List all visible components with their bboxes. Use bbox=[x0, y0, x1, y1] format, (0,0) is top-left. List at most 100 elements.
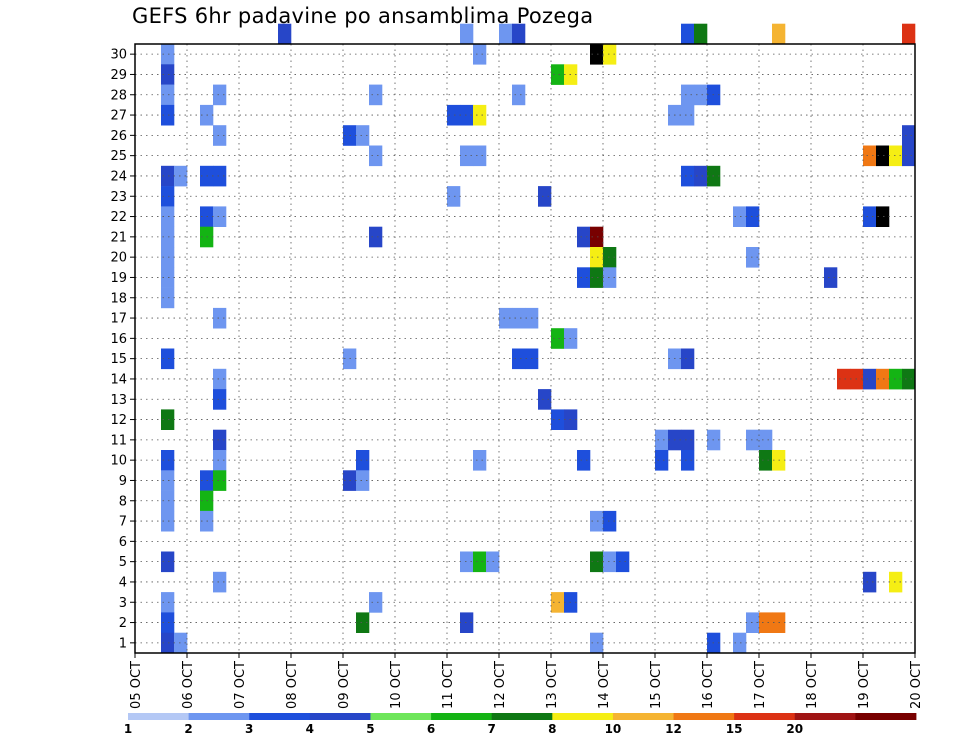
heatmap-cell-13 bbox=[551, 64, 565, 85]
heatmap-cell-71 bbox=[161, 287, 175, 309]
heatmap-cell-52 bbox=[213, 206, 227, 227]
heatmap-cell-9 bbox=[473, 44, 487, 65]
heatmap-cell-78 bbox=[161, 348, 175, 370]
heatmap-cell-72 bbox=[213, 307, 227, 329]
heatmap-cell-99 bbox=[681, 429, 695, 451]
legend-swatch-10 bbox=[734, 713, 796, 720]
heatmap-cell-109 bbox=[681, 450, 695, 471]
heatmap-cell-117 bbox=[161, 490, 175, 512]
x-tick-label-5: 10 OCT bbox=[389, 661, 404, 709]
heatmap-cell-104 bbox=[213, 450, 227, 471]
heatmap-cell-105 bbox=[356, 450, 370, 471]
heatmap-cell-20 bbox=[694, 84, 708, 106]
heatmap-cell-49 bbox=[538, 186, 552, 207]
heatmap-cell-83 bbox=[681, 348, 695, 370]
legend-label-7: 7 bbox=[488, 722, 496, 736]
y-tick-label-6: 6 bbox=[119, 535, 127, 550]
heatmap-cell-2 bbox=[499, 23, 513, 45]
heatmap-cell-33 bbox=[369, 145, 383, 167]
legend-label-12: 12 bbox=[665, 722, 682, 736]
legend-label-2: 2 bbox=[184, 722, 192, 736]
heatmap-cell-116 bbox=[356, 470, 370, 491]
heatmap-cell-18 bbox=[512, 84, 526, 106]
heatmap-cell-38 bbox=[889, 145, 903, 167]
heatmap-cell-131 bbox=[863, 571, 877, 593]
x-tick-label-0: 05 OCT bbox=[129, 661, 144, 709]
heatmap-cell-90 bbox=[213, 368, 227, 390]
heatmap-cell-93 bbox=[161, 409, 175, 430]
heatmap-cell-125 bbox=[473, 551, 487, 573]
x-tick-label-9: 14 OCT bbox=[597, 661, 612, 709]
legend-swatch-5 bbox=[431, 713, 493, 720]
y-axis-ticks: 1234567891011121314151617181920212223242… bbox=[110, 48, 135, 651]
heatmap-cell-112 bbox=[161, 470, 175, 491]
heatmap-cell-54 bbox=[746, 206, 760, 227]
y-tick-label-27: 27 bbox=[110, 109, 127, 124]
heatmap-cell-137 bbox=[161, 612, 175, 633]
legend-label-1: 1 bbox=[124, 722, 132, 736]
heatmap-cell-26 bbox=[473, 104, 487, 126]
y-tick-label-19: 19 bbox=[110, 271, 127, 286]
heatmap-cell-25 bbox=[460, 104, 474, 126]
y-tick-label-16: 16 bbox=[110, 332, 127, 347]
heatmap-cell-114 bbox=[213, 470, 227, 491]
heatmap-cell-7 bbox=[902, 23, 916, 45]
y-tick-label-3: 3 bbox=[119, 596, 127, 611]
plot-frame bbox=[134, 43, 916, 654]
x-tick-label-14: 19 OCT bbox=[857, 661, 872, 709]
heatmap-cell-121 bbox=[590, 510, 604, 532]
heatmap-cell-11 bbox=[603, 44, 617, 65]
color-legend: 1 2 3 4 5 6 7 8 10 12 15 20 bbox=[124, 713, 917, 736]
y-tick-label-15: 15 bbox=[110, 352, 127, 367]
heatmap-cells bbox=[161, 23, 916, 654]
heatmap-cell-0 bbox=[278, 23, 292, 45]
y-tick-label-8: 8 bbox=[119, 494, 127, 509]
heatmap-cell-128 bbox=[603, 551, 617, 573]
heatmap-cell-108 bbox=[655, 450, 669, 471]
heatmap-cell-96 bbox=[213, 429, 227, 451]
legend-label-15: 15 bbox=[726, 722, 743, 736]
heatmap-cell-63 bbox=[590, 247, 604, 268]
legend-label-5: 5 bbox=[366, 722, 374, 736]
legend-label-4: 4 bbox=[306, 722, 314, 736]
heatmap-cell-37 bbox=[876, 145, 890, 167]
heatmap-cell-50 bbox=[161, 206, 175, 227]
heatmap-cell-139 bbox=[460, 612, 474, 633]
heatmap-cell-56 bbox=[876, 206, 890, 227]
heatmap-cell-41 bbox=[174, 165, 188, 187]
x-tick-label-3: 08 OCT bbox=[285, 661, 300, 709]
y-tick-label-12: 12 bbox=[110, 413, 127, 428]
y-tick-label-10: 10 bbox=[110, 454, 127, 469]
heatmap-cell-4 bbox=[681, 23, 695, 45]
heatmap-cell-138 bbox=[356, 612, 370, 633]
heatmap-cell-5 bbox=[694, 23, 708, 45]
y-tick-label-28: 28 bbox=[110, 88, 127, 103]
x-tick-label-1: 06 OCT bbox=[181, 661, 196, 709]
heatmap-cell-3 bbox=[512, 23, 526, 45]
heatmap-cell-119 bbox=[161, 510, 175, 532]
heatmap-cell-123 bbox=[161, 551, 175, 573]
y-tick-label-18: 18 bbox=[110, 291, 127, 306]
heatmap-cell-17 bbox=[369, 84, 383, 106]
y-tick-label-13: 13 bbox=[110, 393, 127, 408]
heatmap-cell-59 bbox=[369, 226, 383, 248]
heatmap-cell-107 bbox=[577, 450, 591, 471]
legend-swatch-6 bbox=[491, 713, 553, 720]
heatmap-cell-29 bbox=[213, 125, 227, 146]
x-tick-label-15: 20 OCT bbox=[909, 661, 924, 709]
x-tick-label-8: 13 OCT bbox=[545, 661, 560, 709]
heatmap-cell-140 bbox=[746, 612, 760, 633]
heatmap-cell-39 bbox=[902, 145, 916, 167]
heatmap-cell-145 bbox=[590, 632, 604, 654]
heatmap-cell-73 bbox=[499, 307, 513, 329]
heatmap-cell-134 bbox=[369, 592, 383, 613]
heatmap-cell-53 bbox=[733, 206, 747, 227]
heatmap-cell-101 bbox=[746, 429, 760, 451]
heatmap-cell-47 bbox=[161, 186, 175, 207]
heatmap-cell-76 bbox=[551, 328, 565, 349]
heatmap-cell-147 bbox=[733, 632, 747, 654]
heatmap-cell-43 bbox=[213, 165, 227, 187]
heatmap-cell-130 bbox=[213, 571, 227, 593]
y-tick-label-20: 20 bbox=[110, 251, 127, 266]
